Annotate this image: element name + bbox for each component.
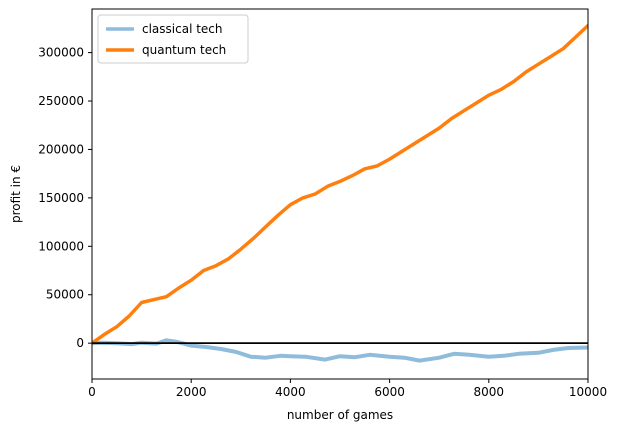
y-tick-label: 100000 xyxy=(38,239,84,253)
y-tick-label: 250000 xyxy=(38,94,84,108)
x-tick-label: 0 xyxy=(88,385,96,399)
series-layer xyxy=(92,23,588,363)
x-tick-label: 4000 xyxy=(275,385,306,399)
x-tick-label: 2000 xyxy=(176,385,207,399)
legend-label: quantum tech xyxy=(142,43,226,57)
legend: classical tech quantum tech xyxy=(97,14,249,64)
y-axis-label: profit in € xyxy=(9,165,23,223)
axes-layer: 0 2000 4000 6000 8000 10000050000100000150000… xyxy=(38,8,607,399)
y-tick-label: 300000 xyxy=(38,46,84,60)
y-tick-label: 50000 xyxy=(46,288,84,302)
y-tick-label: 150000 xyxy=(38,191,84,205)
plot-frame xyxy=(91,8,589,380)
x-tick-label: 8000 xyxy=(474,385,505,399)
y-tick-label: 0 xyxy=(76,336,84,350)
series-line-classical-tech xyxy=(92,338,588,363)
legend-label: classical tech xyxy=(142,22,223,36)
series-line-quantum-tech xyxy=(92,23,588,345)
x-axis-label: number of games xyxy=(287,408,393,422)
y-tick-label: 200000 xyxy=(38,142,84,156)
x-tick-label: 10000 xyxy=(569,385,607,399)
x-tick-label: 6000 xyxy=(374,385,405,399)
legend-box xyxy=(97,14,249,64)
